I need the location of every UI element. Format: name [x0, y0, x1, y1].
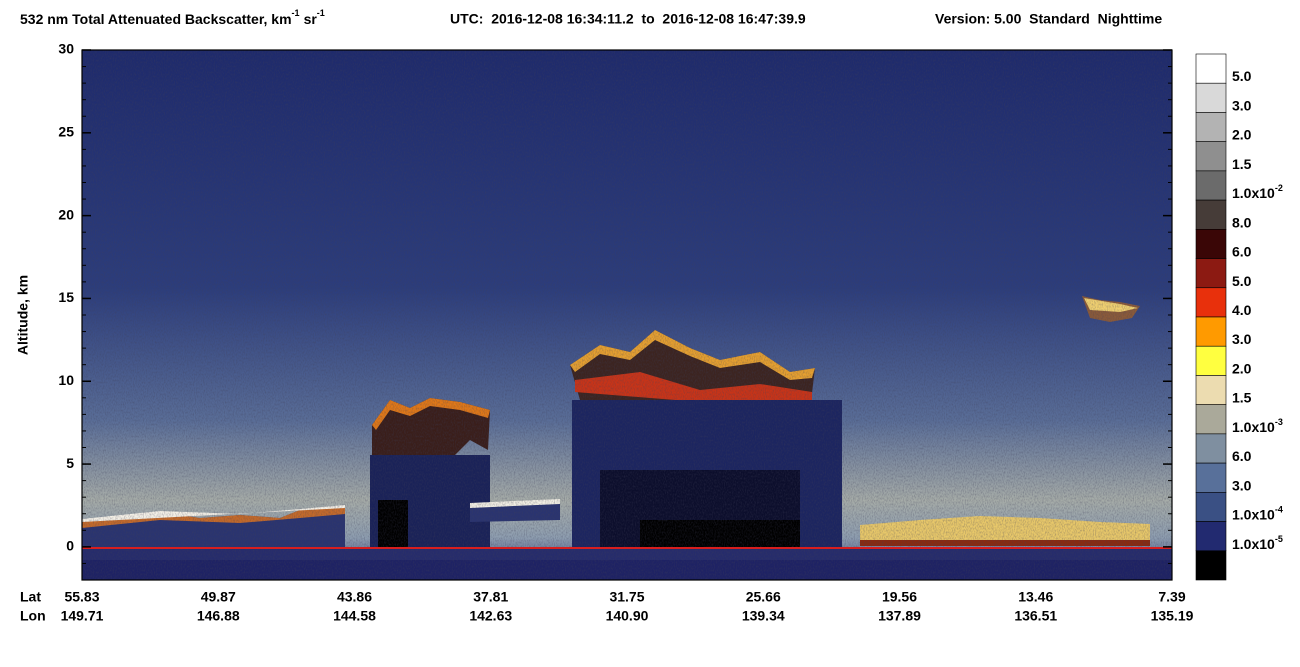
x-tick-label: 43.86 — [337, 589, 372, 605]
colorbar-label: 1.5 — [1232, 156, 1252, 172]
colorbar-label-text: 6.0 — [1232, 448, 1252, 464]
colorbar-box — [1195, 199, 1227, 230]
colorbar-label-sup: -2 — [1275, 183, 1283, 193]
colorbar-box — [1195, 550, 1227, 581]
x-tick-label: 37.81 — [473, 589, 508, 605]
colorbar-label-text: 1.5 — [1232, 389, 1252, 405]
x-tick-label: 144.58 — [333, 608, 376, 624]
title: 532 nm Total Attenuated Backscatter, km-… — [20, 8, 1162, 26]
colorbar-label-sup: -4 — [1275, 505, 1283, 515]
x-tick-label: 135.19 — [1151, 608, 1194, 624]
y-axis-label: Altitude, km — [15, 275, 31, 355]
colorbar-label: 6.0 — [1232, 448, 1252, 464]
y-tick-label: 20 — [58, 206, 74, 222]
colorbar-label: 1.5 — [1232, 389, 1252, 405]
y-tick-label: 25 — [58, 124, 74, 140]
colorbar-box — [1195, 53, 1227, 84]
colorbar-box — [1195, 229, 1227, 259]
colorbar-box — [1195, 287, 1227, 318]
y-tick-label: 5 — [66, 455, 74, 471]
colorbar-label-text: 1.0x10 — [1232, 419, 1275, 435]
colorbar-box — [1195, 521, 1227, 552]
colorbar-label-text: 2.0 — [1232, 360, 1252, 376]
colorbar-box — [1195, 112, 1227, 142]
colorbar-label: 2.0 — [1232, 126, 1252, 142]
colorbar-label-text: 3.0 — [1232, 97, 1252, 113]
title-text: sr — [304, 11, 318, 27]
x-row-name: Lat — [20, 589, 41, 605]
colorbar-label-text: 4.0 — [1232, 302, 1252, 318]
title-version: Version: 5.00 Standard Nighttime — [935, 11, 1162, 27]
x-tick-label: 55.83 — [64, 589, 99, 605]
colorbar-label-text: 3.0 — [1232, 331, 1252, 347]
colorbar-box — [1195, 170, 1227, 201]
y-tick-label: 30 — [58, 41, 74, 57]
colorbar-label-sup: -5 — [1275, 534, 1283, 544]
colorbar-box — [1195, 404, 1227, 435]
colorbar-label: 1.0x10-5 — [1232, 534, 1283, 551]
x-tick-label: 7.39 — [1158, 589, 1185, 605]
colorbar-box — [1195, 258, 1227, 289]
colorbar-label-text: 6.0 — [1232, 243, 1252, 259]
colorbar-box — [1195, 345, 1227, 376]
y-tick-label: 0 — [66, 538, 74, 554]
title-text: 532 nm Total Attenuated Backscatter, km — [20, 11, 292, 27]
colorbar-label-text: 5.0 — [1232, 68, 1252, 84]
x-row-name: Lon — [20, 608, 46, 624]
x-tick-label: 49.87 — [201, 589, 236, 605]
x-tick-label: 25.66 — [746, 589, 781, 605]
x-tick-label: 13.46 — [1018, 589, 1053, 605]
colorbar-label: 5.0 — [1232, 68, 1252, 84]
colorbar-label: 5.0 — [1232, 272, 1252, 288]
colorbar-label: 2.0 — [1232, 360, 1252, 376]
colorbar-box — [1195, 82, 1227, 113]
colorbar-box — [1195, 375, 1227, 405]
curtain-image — [82, 50, 1172, 580]
colorbar-label-text: 8.0 — [1232, 214, 1252, 230]
colorbar-box — [1195, 316, 1227, 347]
title-utc: UTC: 2016-12-08 16:34:11.2 to 2016-12-08… — [450, 11, 806, 27]
colorbar-label: 1.0x10-2 — [1232, 183, 1283, 200]
x-tick-label: 136.51 — [1014, 608, 1057, 624]
colorbar-box — [1195, 141, 1227, 172]
colorbar-label-text: 3.0 — [1232, 477, 1252, 493]
colorbar-label: 6.0 — [1232, 243, 1252, 259]
colorbar-label: 3.0 — [1232, 477, 1252, 493]
y-tick-label: 10 — [58, 372, 74, 388]
y-tick-label: 15 — [58, 289, 74, 305]
x-tick-label: 19.56 — [882, 589, 917, 605]
colorbar-label-text: 5.0 — [1232, 272, 1252, 288]
colorbar-label: 1.0x10-3 — [1232, 417, 1283, 434]
colorbar-label-text: 1.0x10 — [1232, 506, 1275, 522]
colorbar-label: 8.0 — [1232, 214, 1252, 230]
colorbar-box — [1195, 462, 1227, 493]
title-sup: -1 — [292, 8, 300, 18]
colorbar-label-text: 1.5 — [1232, 156, 1252, 172]
colorbar-label: 1.0x10-4 — [1232, 505, 1283, 522]
colorbar-label: 3.0 — [1232, 97, 1252, 113]
x-tick-label: 142.63 — [469, 608, 512, 624]
x-tick-label: 139.34 — [742, 608, 785, 624]
title-main: 532 nm Total Attenuated Backscatter, km-… — [20, 8, 325, 26]
x-tick-label: 137.89 — [878, 608, 921, 624]
colorbar-label-text: 1.0x10 — [1232, 535, 1275, 551]
colorbar-label: 3.0 — [1232, 331, 1252, 347]
x-tick-label: 149.71 — [61, 608, 104, 624]
colorbar-label-text: 2.0 — [1232, 126, 1252, 142]
colorbar-label-text: 1.0x10 — [1232, 185, 1275, 201]
colorbar-label-sup: -3 — [1275, 417, 1283, 427]
colorbar-box — [1195, 433, 1227, 464]
colorbar-box — [1195, 492, 1227, 522]
x-tick-label: 146.88 — [197, 608, 240, 624]
title-sup: -1 — [317, 8, 325, 18]
x-tick-label: 140.90 — [606, 608, 649, 624]
x-tick-label: 31.75 — [609, 589, 644, 605]
colorbar-label: 4.0 — [1232, 302, 1252, 318]
